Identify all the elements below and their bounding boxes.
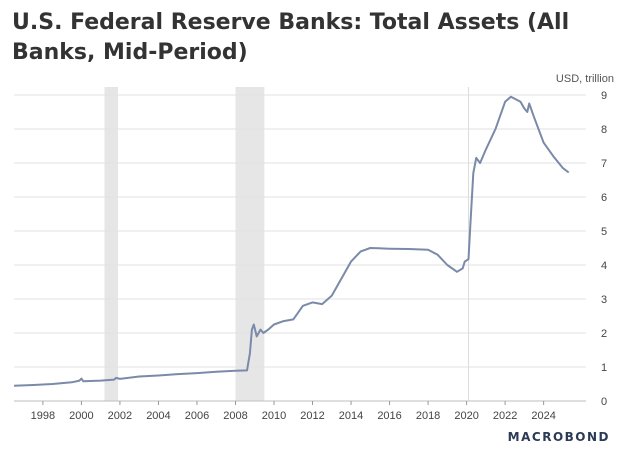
- y-tick-label: 9: [601, 90, 607, 102]
- y-tick-label: 3: [601, 294, 607, 306]
- y-tick-label: 4: [601, 260, 607, 272]
- x-tick-label: 2002: [108, 410, 132, 422]
- y-axis-ticks: 0 1 2 3 4 5 6 7 8 9: [601, 90, 607, 408]
- x-tick-label: 2008: [223, 410, 247, 422]
- x-tick-label: 2014: [339, 410, 363, 422]
- x-tick-label: 2000: [69, 410, 93, 422]
- gridlines: [14, 94, 586, 402]
- y-tick-label: 8: [601, 124, 607, 136]
- x-tick-label: 2004: [146, 410, 170, 422]
- x-axis-ticks: 1998 2000 2002 2004 2006 2008 2010 2012 2014 2016…: [31, 401, 556, 422]
- x-tick-label: 2022: [493, 410, 517, 422]
- x-tick-label: 2018: [416, 410, 440, 422]
- x-tick-label: 2020: [454, 410, 478, 422]
- recession-bands: [104, 87, 265, 401]
- x-tick-label: 2012: [300, 410, 324, 422]
- y-tick-label: 7: [601, 158, 607, 170]
- x-tick-label: 2006: [185, 410, 209, 422]
- x-tick-label: 2010: [262, 410, 286, 422]
- y-axis-unit-label: USD, trillion: [555, 73, 614, 85]
- x-tick-label: 2024: [531, 410, 555, 422]
- x-tick-label: 2016: [377, 410, 401, 422]
- y-tick-label: 1: [601, 362, 607, 374]
- chart-title: U.S. Federal Reserve Banks: Total Assets…: [12, 10, 570, 65]
- series-line-0: [13, 95, 570, 387]
- y-tick-label: 5: [601, 226, 607, 238]
- recession-band-0: [104, 87, 118, 401]
- x-tick-label: 1998: [31, 410, 55, 422]
- series-lines: [13, 95, 570, 387]
- macrobond-logo: MACROBOND: [507, 430, 610, 444]
- y-tick-label: 0: [601, 396, 607, 408]
- y-tick-label: 6: [601, 192, 607, 204]
- y-tick-label: 2: [601, 328, 607, 340]
